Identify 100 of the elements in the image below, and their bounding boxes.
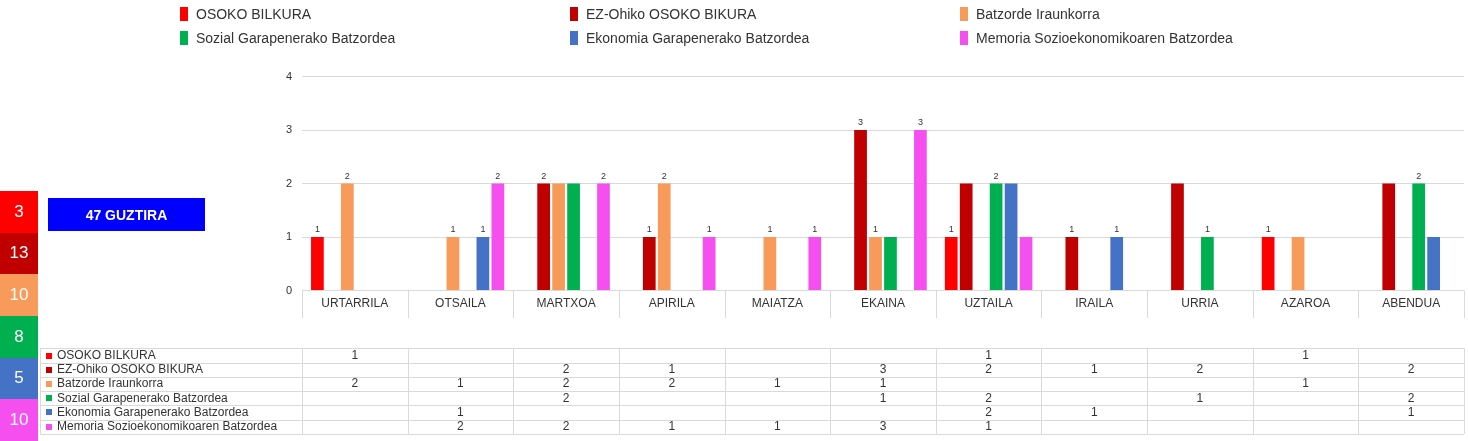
data-label: 1 [985,347,993,362]
x-tick-label: AZAROA [1280,296,1331,311]
data-label: 2 [541,170,547,181]
bar [340,183,354,291]
y-tick-label: 3 [285,123,292,136]
data-label: 1 [812,224,818,235]
data-label: 2 [985,404,993,419]
bar [702,237,716,291]
bar [884,237,897,291]
bar [1382,183,1396,291]
data-label: 1 [774,419,782,433]
data-label: 1 [314,224,320,235]
x-tick-label: ABENDUA [1382,296,1441,311]
x-tick-label: APIRILA [648,296,695,311]
data-label: 2 [661,170,667,181]
bar [914,130,927,291]
text: 10 [0,399,38,441]
text: 10 [0,274,38,316]
bar [537,183,550,291]
bar [1201,237,1214,291]
data-label: 2 [562,362,570,377]
data-label: 1 [1265,224,1271,235]
y-tick-label: 4 [285,69,292,82]
data-label: 1 [1090,404,1098,419]
y-tick-label: 1 [285,230,292,243]
x-tick-label: OTSAILA [435,296,486,311]
data-label: 1 [879,390,887,405]
bar [491,183,505,291]
bar [1004,183,1018,291]
legend-label: Memoria Sozioekonomikoaren Batzordea [976,30,1233,46]
bar [854,130,867,291]
y-tick-label: Ekonomia Garapenerako Batzordea [57,404,249,419]
data-label: 1 [457,376,465,391]
x-tick-label: UZTAILA [964,296,1013,311]
data-label: 1 [1302,347,1310,362]
text: 47 GUZTIRA [48,198,205,231]
data-label: 1 [879,376,887,391]
data-label: 2 [993,170,999,181]
data-label: 1 [646,224,652,235]
legend-label: Ekonomia Garapenerako Batzordea [586,30,810,46]
data-label: 3 [879,362,887,377]
data-label: 1 [457,404,465,419]
data-label: 2 [1196,362,1204,377]
data-label: 2 [351,376,359,391]
bar [311,237,324,291]
data-label: 2 [562,390,570,405]
bar [959,183,973,291]
text: 5 [0,357,38,400]
bar [1427,237,1440,291]
data-label: 1 [1090,362,1098,377]
bar [869,237,882,291]
y-tick-label: Sozial Garapenerako Batzordea [57,390,229,405]
bar [1171,183,1184,291]
data-label: 2 [1407,390,1415,405]
x-tick-label: MAIATZA [751,296,803,311]
bar [763,237,777,291]
bar [1412,183,1426,291]
data-label: 1 [873,224,879,235]
data-label: 1 [774,376,782,391]
data-label: 2 [1407,362,1415,377]
text: 8 [0,316,38,358]
data-label: 2 [344,170,350,181]
data-label: 1 [668,419,676,433]
data-label: 1 [668,362,676,377]
x-tick-label: IRAILA [1075,296,1114,311]
data-label: 3 [917,117,923,128]
y-tick-label: 2 [285,176,292,189]
bar [1110,237,1124,291]
data-label: 1 [706,224,712,235]
bar [446,237,460,291]
data-label: 3 [858,117,864,128]
text: 3 [0,191,38,233]
x-tick-label: MARTXOA [536,296,596,311]
data-label: 1 [767,224,773,235]
data-label: 2 [601,170,607,181]
data-label: 1 [1114,224,1120,235]
bar [657,183,671,291]
y-tick-label: Batzorde Iraunkorra [57,376,164,391]
bar [989,183,1003,291]
bar [1261,237,1275,291]
y-tick-label: EZ-Ohiko OSOKO BIKURA [57,362,204,377]
data-label: 2 [668,376,676,391]
bar [597,183,610,291]
data-label: 2 [985,362,993,377]
bar [1019,237,1033,291]
bar [552,183,565,291]
bar [567,183,580,291]
legend-label: EZ-Ohiko OSOKO BIKURA [586,6,757,22]
data-label: 1 [450,224,456,235]
data-label: 1 [1204,224,1210,235]
bar [642,237,656,291]
x-tick-label: URTARRILA [321,296,389,311]
bar [944,237,958,291]
data-label: 2 [1416,170,1422,181]
y-tick-label: OSOKO BILKURA [57,347,156,362]
data-label: 1 [480,224,486,235]
bar [1065,237,1079,291]
y-tick-label: 0 [285,283,292,296]
data-label: 1 [1302,376,1310,391]
legend-label: OSOKO BILKURA [196,6,312,22]
